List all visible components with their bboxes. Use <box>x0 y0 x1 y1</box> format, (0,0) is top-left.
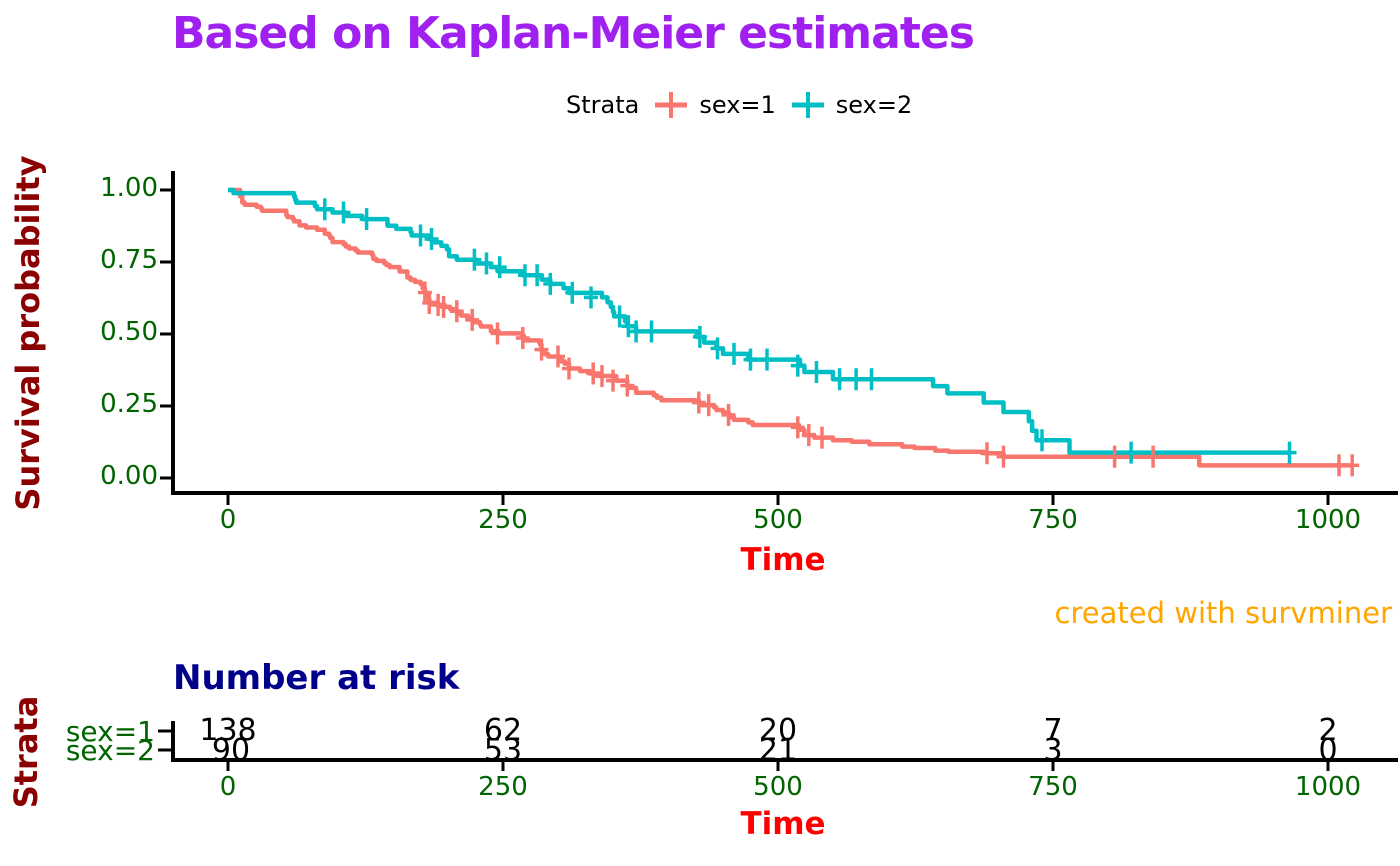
plus-marker-icon <box>655 92 688 118</box>
y-tick-label: 0.25 <box>100 389 158 419</box>
risk-count: 138 <box>199 713 257 748</box>
survival-curve-sex2 <box>228 187 1290 455</box>
risk-x-tick-label: 750 <box>1028 772 1078 802</box>
plot-title: Based on Kaplan-Meier estimates <box>172 8 975 59</box>
censor-marks-sex2 <box>317 198 1297 464</box>
censor-marks-sex1 <box>417 281 1360 477</box>
legend-label-sex2: sex=2 <box>835 91 913 119</box>
x-tick-label: 750 <box>1028 505 1078 535</box>
risk-count: 0 <box>1318 733 1338 768</box>
risk-count: 53 <box>483 733 523 768</box>
risk-x-tick-label: 0 <box>219 772 237 802</box>
x-tick-label: 250 <box>478 505 528 535</box>
risk-x-tick-label: 250 <box>478 772 528 802</box>
legend-item-sex2: sex=2 <box>790 90 912 120</box>
risk-count: 20 <box>758 713 798 748</box>
x-tick-label: 0 <box>219 505 237 535</box>
legend-item-sex1: sex=1 <box>653 90 776 120</box>
risk-count: 21 <box>758 733 798 768</box>
risk-count: 2 <box>1318 713 1338 748</box>
legend-label-sex1: sex=1 <box>699 91 776 119</box>
caption: created with survminer <box>1054 596 1392 630</box>
plus-marker-icon <box>791 92 824 118</box>
risk-x-axis-title: Time <box>740 806 826 842</box>
legend: Strata sex=1 sex=2 <box>566 90 912 120</box>
y-tick-label: 0.75 <box>100 245 158 275</box>
risk-count: 90 <box>211 733 251 768</box>
risk-row-label-sex2: sex=2 <box>65 734 155 767</box>
risk-table-title: Number at risk <box>173 658 460 698</box>
risk-count: 62 <box>483 713 523 748</box>
legend-title: Strata <box>566 91 640 119</box>
survival-curve-sex1 <box>228 187 1353 468</box>
risk-x-tickmarks <box>226 762 1330 771</box>
risk-x-tick-label: 1000 <box>1294 772 1362 802</box>
y-tick-label: 0.50 <box>100 317 158 347</box>
x-tick-label: 1000 <box>1294 505 1362 535</box>
y-tick-label: 1.00 <box>100 173 158 203</box>
risk-count: 7 <box>1043 713 1063 748</box>
y-axis-tickmarks <box>160 188 171 480</box>
risk-count: 3 <box>1043 733 1063 768</box>
risk-row-label-sex1: sex=1 <box>65 715 155 748</box>
x-axis-title: Time <box>740 542 826 578</box>
x-axis-tickmarks <box>226 495 1330 505</box>
x-tick-label: 500 <box>753 505 803 535</box>
y-tick-label: 0.00 <box>100 461 158 491</box>
risk-x-tick-label: 500 <box>753 772 803 802</box>
